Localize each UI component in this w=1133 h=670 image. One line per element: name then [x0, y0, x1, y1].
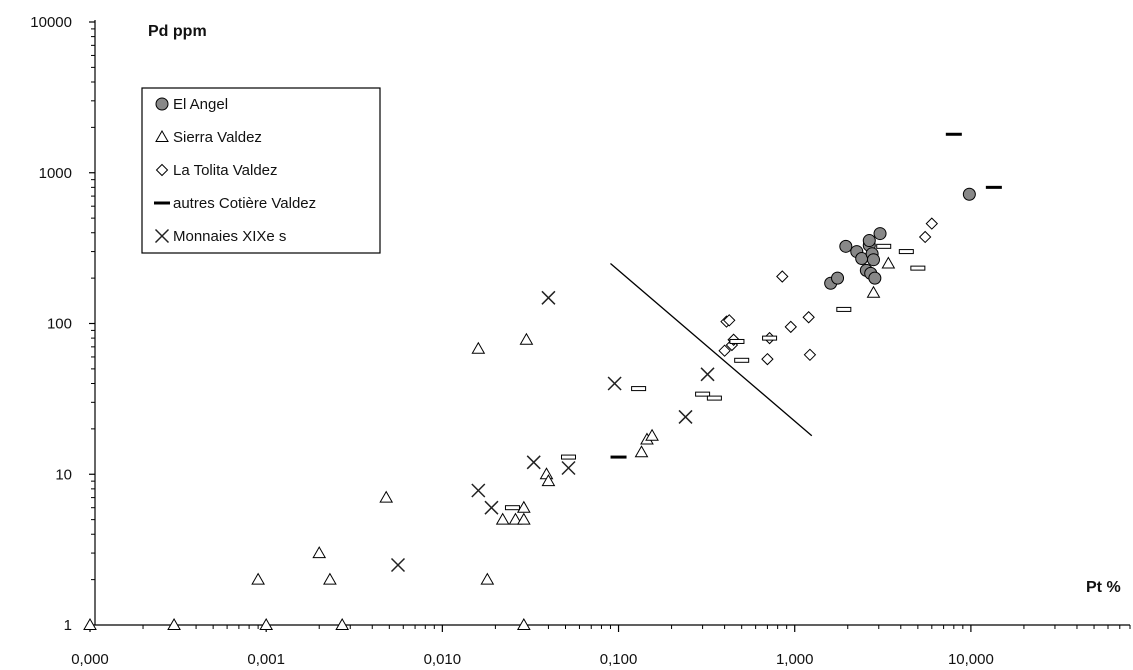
data-point: [167, 617, 181, 630]
data-points: [83, 132, 1002, 630]
data-point: [504, 505, 520, 511]
data-point: [881, 256, 896, 269]
legend-label: Monnaies XIXe s: [173, 228, 286, 245]
data-point: [495, 512, 510, 525]
data-point: [695, 391, 711, 397]
data-point: [519, 332, 534, 345]
series-1: [824, 187, 976, 290]
legend-box: [141, 87, 381, 254]
legend-marker: [155, 163, 169, 177]
x-tick-label: 0,100: [600, 651, 638, 668]
data-point: [645, 428, 659, 441]
legend-marker: [155, 129, 169, 142]
data-point: [312, 546, 327, 559]
data-point: [678, 409, 693, 424]
data-point: [631, 386, 647, 392]
data-point: [918, 230, 932, 244]
data-point: [610, 455, 627, 459]
data-point: [836, 306, 852, 312]
y-tick-label: 1000: [39, 165, 72, 182]
legend-marker: [155, 97, 169, 111]
x-tick-label: 0,001: [247, 651, 285, 668]
data-point: [323, 572, 337, 585]
data-point: [251, 572, 265, 585]
data-point: [762, 335, 778, 341]
data-point: [873, 227, 887, 241]
series-5: [390, 290, 715, 573]
data-point: [761, 352, 774, 366]
data-point: [706, 395, 722, 401]
legend-marker: [154, 228, 170, 244]
data-point: [83, 617, 97, 630]
data-point: [898, 249, 914, 255]
x-ticks: 0,000 0,001 0,010 0,100 1,000 10,000: [71, 625, 1131, 668]
data-point: [516, 512, 531, 525]
data-point: [945, 132, 962, 136]
data-point: [379, 490, 394, 503]
y-axis-title: Pd ppm: [148, 23, 207, 40]
legend-label: Sierra Valdez: [173, 129, 262, 146]
data-point: [471, 341, 486, 354]
data-point: [541, 474, 556, 487]
legend-label: autres Cotière Valdez: [173, 195, 316, 212]
x-axis-title: Pt %: [1086, 579, 1121, 596]
x-tick-label: 0,010: [424, 651, 462, 668]
x-tick-label: 1,000: [776, 651, 814, 668]
data-point: [480, 572, 495, 585]
data-point: [561, 454, 577, 460]
legend-label: El Angel: [173, 96, 228, 113]
data-point: [862, 234, 876, 248]
data-point: [634, 445, 649, 458]
data-point: [508, 512, 523, 525]
data-point: [539, 467, 554, 480]
data-point: [607, 376, 622, 391]
data-point: [541, 290, 556, 305]
data-point: [516, 617, 531, 630]
legend-label: La Tolita Valdez: [173, 162, 278, 179]
data-point: [868, 271, 882, 285]
y-tick-label: 100: [47, 316, 72, 333]
legend: El Angel Sierra Valdez La Tolita Valdez aut…: [141, 87, 381, 254]
y-tick-label: 10: [55, 466, 72, 483]
legend-marker: [154, 201, 170, 205]
annotation-line: [610, 263, 813, 437]
data-point: [471, 483, 486, 498]
data-point: [925, 217, 939, 230]
data-point: [802, 311, 815, 324]
data-point: [985, 185, 1002, 189]
data-point: [729, 338, 745, 344]
data-point: [910, 265, 926, 271]
data-point: [839, 239, 853, 253]
series-3: [718, 217, 939, 366]
data-point: [700, 367, 715, 382]
data-point: [335, 617, 350, 630]
data-point: [734, 357, 750, 363]
data-point: [390, 557, 406, 573]
data-point: [526, 455, 541, 470]
series-4: [504, 132, 1002, 511]
data-point: [516, 500, 531, 513]
data-point: [723, 314, 736, 327]
y-tick-label: 10000: [30, 14, 72, 31]
x-tick-label: 0,000: [71, 651, 109, 668]
data-point: [561, 460, 576, 476]
series-2: [83, 256, 896, 630]
data-point: [876, 243, 892, 249]
data-point: [866, 285, 881, 298]
data-point: [866, 253, 880, 267]
y-ticks: 1 10 100 1000 10000: [30, 14, 95, 634]
data-point: [962, 187, 976, 201]
data-point: [776, 270, 789, 283]
data-point: [784, 320, 797, 334]
data-point: [803, 348, 817, 362]
data-point: [484, 500, 499, 515]
y-tick-label: 1: [64, 617, 72, 634]
data-point: [259, 617, 274, 630]
data-point: [831, 271, 845, 285]
x-tick-label: 10,000: [948, 651, 994, 668]
data-point: [718, 344, 731, 357]
